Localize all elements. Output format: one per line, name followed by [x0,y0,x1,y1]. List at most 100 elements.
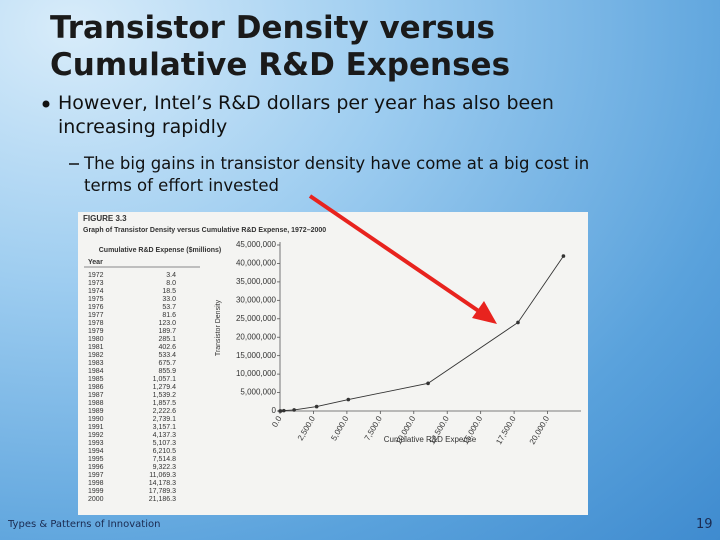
table-cell: 1985 [88,376,104,383]
table-cell: 402.6 [158,344,176,351]
table-cell: 5,107.3 [153,440,176,447]
data-point [278,409,283,413]
slide-title: Transistor Density versus Cumulative R&D… [50,10,510,84]
table-cell: 14,178.3 [149,480,176,487]
table-cell: 123.0 [158,320,176,327]
table-cell: 1975 [88,296,104,303]
y-axis-label: Transistor Density [215,299,222,356]
table-cell: 533.4 [158,352,176,359]
table-cell: 285.1 [158,336,176,343]
table-cell: 1992 [88,432,104,439]
figure-label: FIGURE 3.3 [83,214,127,223]
table-cell: 6,210.5 [153,448,176,455]
data-point [314,404,319,409]
page-number: 19 [696,517,713,532]
table-cell: 1983 [88,360,104,367]
table-cell: 1993 [88,440,104,447]
table-cell: 1986 [88,384,104,391]
table-cell: 11,069.3 [149,472,176,479]
table-cell: 1,279.4 [153,384,176,391]
bullet-line: increasing rapidly [58,116,228,138]
table-cell: 1998 [88,480,104,487]
table-cell: 21,186.3 [149,496,176,503]
table-cell: 1997 [88,472,104,479]
table-cell: 1,057.1 [153,376,176,383]
table-cell: 53.7 [162,304,176,311]
y-tick-label: 5,000,000 [240,388,276,397]
y-tick-label: 35,000,000 [236,277,277,286]
table-cell: 1990 [88,416,104,423]
x-axis-label: Cumulative R&D Expense [384,435,477,444]
sub-bullet: The big gains in transistor density have… [84,153,589,197]
table-cell: 189.7 [158,328,176,335]
y-tick-label: 45,000,000 [236,240,277,249]
table-header: Cumulative R&D Expense ($millions) [99,247,222,254]
table-cell: 33.0 [162,296,176,303]
table-cell: 1994 [88,448,104,455]
table-cell: 1999 [88,488,104,495]
sub-bullet-line: The big gains in transistor density have… [84,154,590,173]
table-cell: 1978 [88,320,104,327]
table-cell: 9,322.3 [153,464,176,471]
table-cell: 1972 [88,272,104,279]
table-cell: 1987 [88,392,104,399]
table-cell: 1974 [88,288,104,295]
table-cell: 7,514.8 [153,456,176,463]
table-cell: 1,539.2 [153,392,176,399]
table-cell: 18.5 [162,288,176,295]
table-cell: 2,739.1 [153,416,176,423]
title-line: Transistor Density versus [50,10,495,46]
table-cell: 1,857.5 [153,400,176,407]
table-cell: 1989 [88,408,104,415]
table-cell: 1988 [88,400,104,407]
data-point [292,408,296,412]
data-point [346,397,351,402]
footer: Types & Patterns of Innovation [8,519,161,530]
table-cell: 1976 [88,304,104,311]
figure-caption: Graph of Transistor Density versus Cumul… [83,227,326,234]
table-cell: 3,157.1 [153,424,176,431]
table-cell: 1984 [88,368,104,375]
table-cell: 2,222.6 [153,408,176,415]
table-cell: 675.7 [158,360,176,367]
table-cell: 17,789.3 [149,488,176,495]
table-cell: 1981 [88,344,104,351]
bullet-dot [42,100,50,108]
table-cell: 1977 [88,312,104,319]
data-point [516,320,520,325]
table-cell: 3.4 [166,272,176,279]
table-cell: 2000 [88,496,104,503]
table-cell: 855.9 [158,368,176,375]
figure [78,212,588,515]
y-tick-label: 0 [272,406,277,415]
table-cell: 1996 [88,464,104,471]
data-point [561,254,566,258]
y-tick-label: 30,000,000 [236,295,277,304]
y-tick-label: 10,000,000 [236,369,277,378]
y-tick-label: 15,000,000 [236,351,277,360]
table-header: Year [88,259,103,266]
title-line: Cumulative R&D Expenses [50,47,511,83]
y-tick-label: 20,000,000 [236,332,277,341]
arrow-head [472,301,497,324]
table-cell: 1991 [88,424,104,431]
data-point [282,408,286,413]
table-cell: 1979 [88,328,104,335]
y-tick-label: 25,000,000 [236,314,277,323]
table-cell: 1995 [88,456,104,463]
sub-bullet-line: terms of effort invested [84,176,279,195]
bullet-line: However, Intel’s R&D dollars per year ha… [58,92,554,114]
arrow-shaft [308,194,485,316]
y-tick-label: 40,000,000 [236,259,277,268]
table-cell: 1982 [88,352,104,359]
table-cell: 4,137.3 [153,432,176,439]
table-cell: 1980 [88,336,104,343]
table-cell: 8.0 [166,280,176,287]
table-cell: 81.6 [162,312,176,319]
data-point [426,381,430,386]
table-cell: 1973 [88,280,104,287]
